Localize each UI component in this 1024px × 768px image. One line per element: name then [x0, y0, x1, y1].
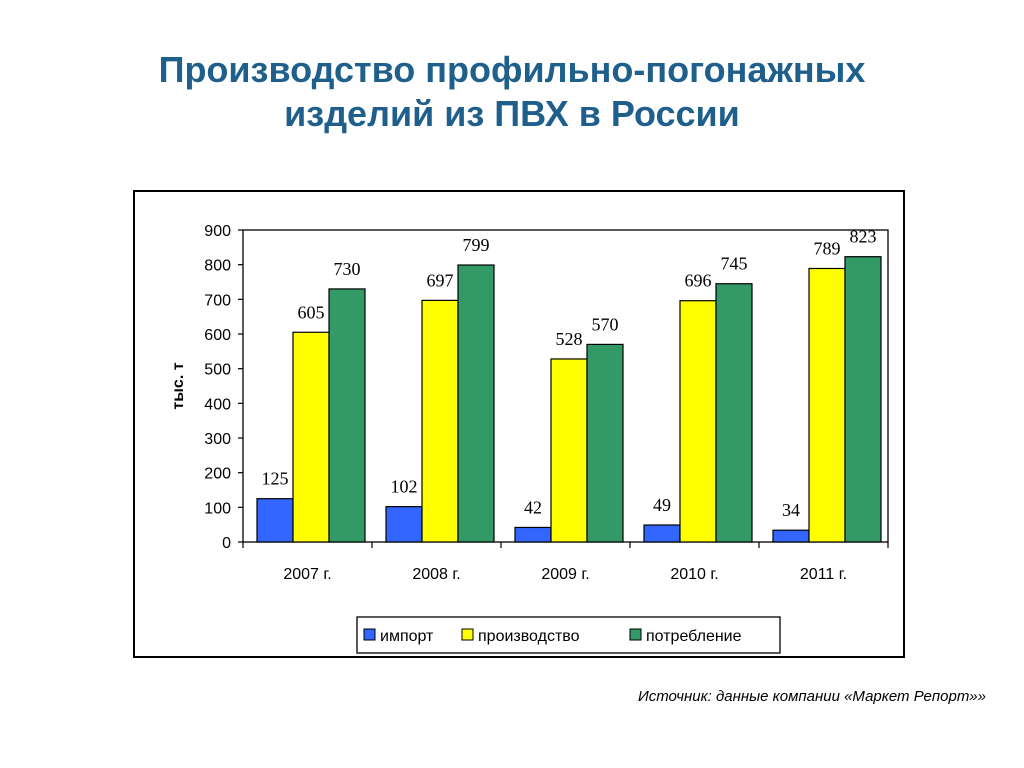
y-tick-label: 800 [204, 258, 231, 275]
x-tick-label: 2010 г. [670, 566, 718, 583]
data-label: 745 [721, 254, 748, 274]
data-label: 570 [592, 314, 619, 334]
data-label: 730 [334, 259, 361, 279]
data-label: 697 [427, 270, 454, 290]
bar-потребление [457, 264, 495, 543]
legend [356, 616, 781, 654]
data-label: 125 [262, 469, 289, 489]
bar-потребление [844, 256, 882, 543]
y-tick-label: 500 [204, 362, 231, 379]
x-tick-label: 2011 г. [800, 566, 847, 583]
legend-label: производство [478, 628, 580, 645]
bar-импорт [643, 524, 681, 543]
data-label: 102 [391, 477, 418, 497]
bar-импорт [772, 529, 810, 543]
y-tick-label: 300 [204, 431, 231, 448]
data-label: 696 [685, 271, 712, 291]
y-tick-label: 200 [204, 466, 231, 483]
bar-потребление [328, 288, 366, 543]
bar-потребление [586, 343, 624, 543]
data-label: 823 [850, 227, 877, 247]
source-note: Источник: данные компании «Маркет Репорт… [637, 688, 986, 705]
legend-swatch [629, 628, 642, 641]
y-axis-label: тыс. т [170, 362, 187, 409]
bar-производство [292, 331, 330, 543]
y-tick-label: 100 [204, 500, 231, 517]
bar-производство [808, 267, 846, 543]
x-tick-label: 2009 г. [541, 566, 589, 583]
data-label: 42 [524, 497, 542, 517]
title-line-1: Производство профильно-погонажных [158, 49, 866, 90]
bar-производство [421, 299, 459, 543]
legend-label: потребление [646, 628, 742, 645]
y-tick-label: 400 [204, 396, 231, 413]
x-tick-label: 2007 г. [283, 566, 331, 583]
y-tick-label: 600 [204, 327, 231, 344]
bar-импорт [256, 498, 294, 543]
data-label: 34 [782, 500, 800, 520]
legend-label: импорт [380, 628, 434, 645]
data-label: 528 [556, 329, 583, 349]
bar-производство [550, 358, 588, 543]
bar-импорт [385, 506, 423, 543]
y-tick-label: 900 [204, 223, 231, 240]
data-label: 49 [653, 495, 671, 515]
y-tick-label: 0 [222, 535, 231, 552]
y-tick-label: 700 [204, 292, 231, 309]
data-label: 789 [814, 238, 841, 258]
bar-импорт [514, 526, 552, 543]
legend-swatch [363, 628, 376, 641]
bar-потребление [715, 283, 753, 543]
data-label: 605 [298, 302, 325, 322]
page-title: Производство профильно-погонажных издели… [0, 48, 1024, 136]
title-line-2: изделий из ПВХ в России [284, 93, 740, 134]
x-tick-label: 2008 г. [412, 566, 460, 583]
legend-swatch [461, 628, 474, 641]
data-label: 799 [463, 235, 490, 255]
bar-производство [679, 300, 717, 543]
